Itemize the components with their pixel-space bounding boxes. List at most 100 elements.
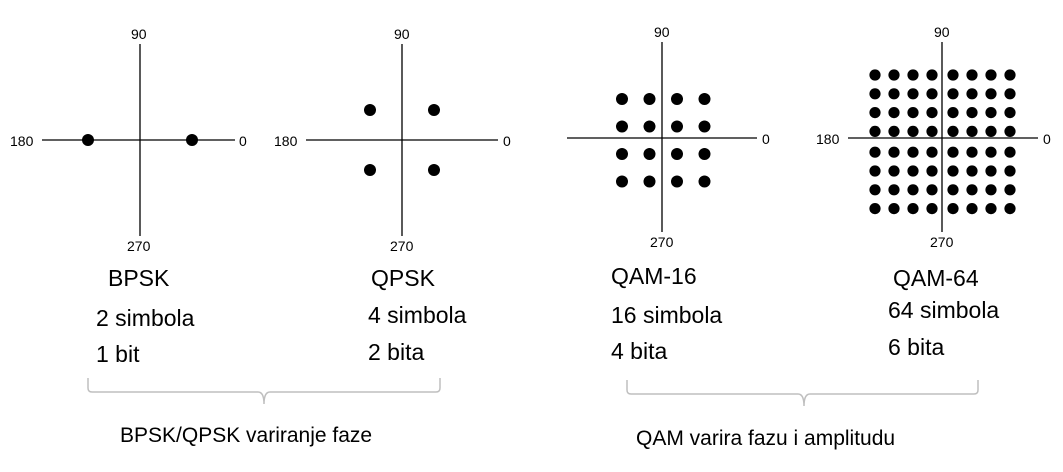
qam16-symbol-point	[698, 148, 711, 160]
qpsk-symbol-point	[428, 164, 440, 176]
qam64-symbol-point	[869, 88, 881, 100]
qam16-symbol-point	[643, 93, 656, 105]
qam64-symbol-point	[947, 203, 959, 215]
qam16-symbol-point	[643, 175, 656, 188]
qam64-symbol-point	[907, 88, 919, 100]
qam64-symbol-point	[926, 203, 938, 215]
qam64-symbol-point	[1004, 69, 1016, 81]
qam64-symbol-point	[1004, 184, 1016, 196]
qam64-symbol-points	[869, 69, 1016, 215]
qam64-constellation	[848, 42, 1038, 232]
qam64-symbol-point	[1004, 165, 1016, 177]
qpsk-label-270: 270	[390, 238, 414, 254]
bpsk-name: BPSK	[108, 265, 170, 291]
qam64-symbol-point	[947, 69, 959, 81]
qam64-symbol-point	[869, 203, 881, 215]
qam64-symbol-point	[1004, 146, 1016, 158]
qam64-symbol-point	[926, 146, 938, 158]
qam64-symbol-point	[888, 125, 900, 137]
qam64-symbol-point	[907, 165, 919, 177]
qam64-symbol-point	[926, 107, 938, 119]
bpsk-symbols: 2 simbola	[96, 305, 195, 331]
qam64-symbol-point	[947, 165, 959, 177]
qam-group-caption: QAM varira fazu i amplitudu	[636, 427, 896, 450]
qpsk-symbol-points	[364, 104, 440, 176]
qam16-symbol-point	[616, 120, 628, 133]
qpsk-symbols: 4 simbola	[368, 302, 467, 328]
bpsk-symbol-point	[186, 134, 198, 146]
qam64-symbol-point	[966, 125, 978, 137]
qam64-symbol-point	[907, 146, 919, 158]
qam64-symbols: 64 simbola	[888, 297, 1000, 323]
phase-group-bracket	[87, 378, 441, 405]
qam16-label-0: 0	[762, 131, 770, 147]
qam16-symbol-point	[643, 148, 656, 160]
bpsk-label-90: 90	[131, 26, 147, 42]
qam64-symbol-point	[985, 88, 997, 100]
qam16-symbol-point	[616, 175, 628, 188]
qam64-symbol-point	[966, 146, 978, 158]
qam64-bits: 6 bita	[888, 334, 945, 360]
phase-group-caption: BPSK/QPSK variranje faze	[120, 424, 373, 447]
qam64-symbol-point	[926, 165, 938, 177]
qam64-symbol-point	[966, 203, 978, 215]
qam16-symbols: 16 simbola	[611, 302, 723, 328]
bpsk-symbol-point	[82, 134, 94, 146]
qam64-symbol-point	[926, 125, 938, 137]
qam64-symbol-point	[985, 125, 997, 137]
qam64-symbol-point	[888, 69, 900, 81]
qam64-symbol-point	[869, 184, 881, 196]
qam64-label-270: 270	[930, 234, 954, 250]
qam64-symbol-point	[907, 184, 919, 196]
qam16-symbol-point	[671, 93, 683, 105]
qpsk-label-0: 0	[503, 133, 511, 149]
qam16-symbol-point	[698, 93, 711, 105]
qpsk-symbol-point	[364, 164, 376, 176]
qam64-symbol-point	[1004, 125, 1016, 137]
qam16-symbol-point	[671, 120, 683, 133]
qam64-label-0: 0	[1043, 131, 1051, 147]
qam64-symbol-point	[907, 107, 919, 119]
qam64-symbol-point	[966, 184, 978, 196]
qam64-symbol-point	[926, 69, 938, 81]
qpsk-constellation	[306, 44, 498, 236]
qam16-bits: 4 bita	[611, 338, 668, 364]
qam64-symbol-point	[869, 69, 881, 81]
bpsk-symbol-points	[82, 134, 198, 146]
qam64-symbol-point	[947, 88, 959, 100]
qam64-symbol-point	[888, 88, 900, 100]
qam16-symbol-point	[643, 120, 656, 133]
qam64-symbol-point	[947, 146, 959, 158]
qpsk-label-90: 90	[394, 26, 410, 42]
bpsk-bits: 1 bit	[96, 341, 140, 367]
qam64-symbol-point	[947, 184, 959, 196]
qam64-symbol-point	[907, 69, 919, 81]
qam-group-bracket	[626, 380, 979, 407]
qam64-name: QAM-64	[893, 265, 979, 291]
bpsk-label-180: 180	[10, 133, 34, 149]
qam64-symbol-point	[1004, 88, 1016, 100]
qam64-symbol-point	[985, 203, 997, 215]
bpsk-label-0: 0	[239, 133, 247, 149]
qam64-symbol-point	[985, 146, 997, 158]
qam16-symbol-point	[698, 175, 711, 188]
qam64-symbol-point	[947, 107, 959, 119]
qam64-symbol-point	[966, 107, 978, 119]
qam16-symbol-point	[671, 175, 683, 188]
qam16-symbol-point	[616, 93, 628, 105]
qam64-symbol-point	[869, 125, 881, 137]
qam64-symbol-point	[888, 146, 900, 158]
qam16-symbol-point	[671, 148, 683, 160]
qam64-symbol-point	[985, 165, 997, 177]
qpsk-label-180: 180	[274, 133, 298, 149]
qam64-symbol-point	[869, 107, 881, 119]
qam16-label-270: 270	[650, 234, 674, 250]
qam64-symbol-point	[869, 146, 881, 158]
qam16-constellation	[567, 42, 757, 232]
qpsk-name: QPSK	[371, 265, 435, 291]
qpsk-symbol-point	[428, 104, 440, 116]
qam64-symbol-point	[888, 107, 900, 119]
qam64-symbol-point	[869, 165, 881, 177]
qpsk-symbol-point	[364, 104, 376, 116]
qam64-symbol-point	[985, 184, 997, 196]
